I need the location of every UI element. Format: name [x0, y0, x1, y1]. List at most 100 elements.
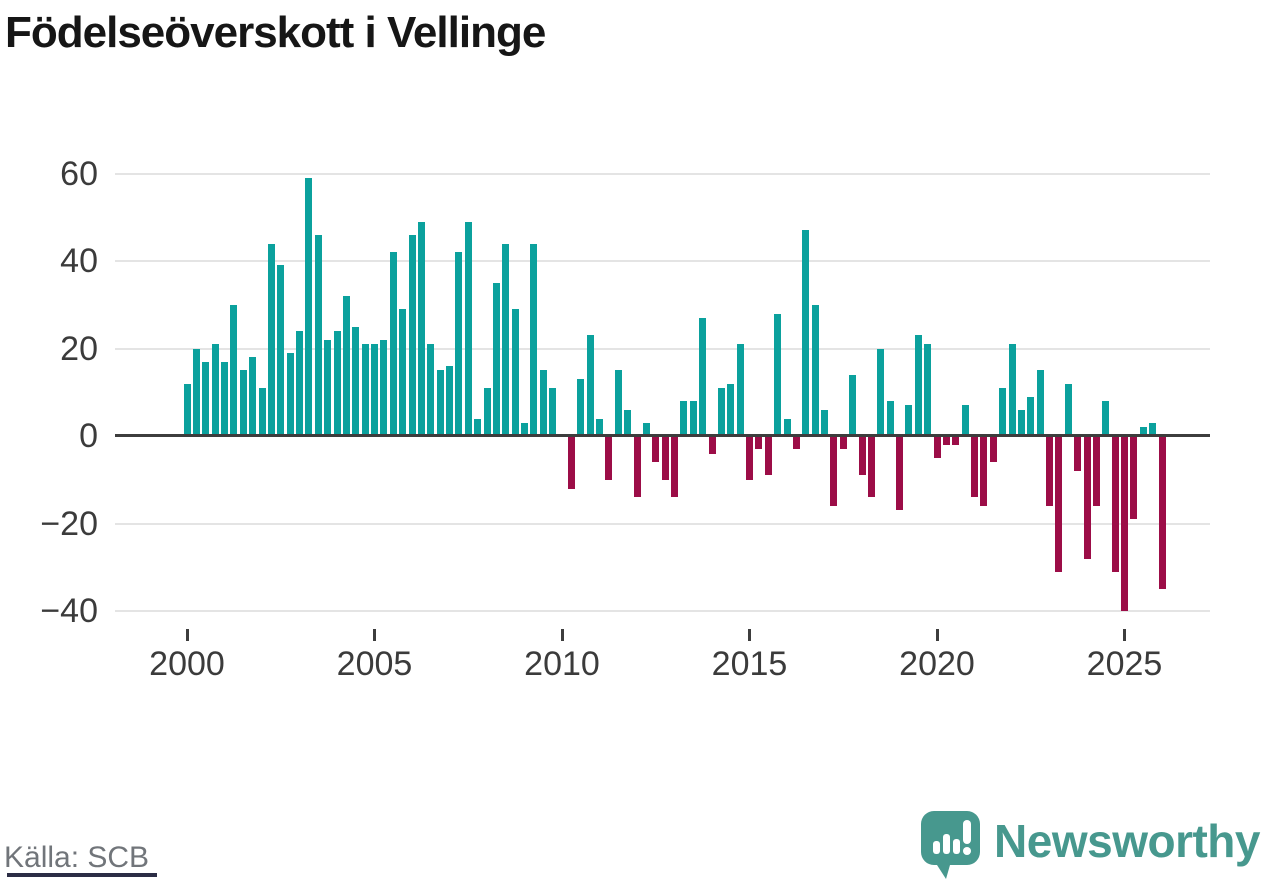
x-axis-label: 2015 [711, 645, 788, 683]
bar-negative [1083, 436, 1091, 559]
gridline [115, 172, 1210, 175]
gridline [115, 260, 1210, 262]
bar-positive [455, 252, 463, 436]
bar-positive [577, 379, 585, 436]
x-axis-tick [935, 629, 939, 641]
bar-positive [1036, 370, 1044, 436]
bar-positive [886, 401, 894, 436]
bar-positive [521, 422, 528, 436]
bar-positive [699, 317, 707, 436]
x-axis-tick [185, 629, 189, 641]
bar-negative [867, 436, 875, 498]
y-axis-label: 40 [60, 242, 98, 280]
bar-negative [980, 436, 988, 506]
x-axis-label: 2020 [899, 645, 975, 683]
bar-negative [989, 436, 997, 463]
bar-glyph-1 [933, 841, 941, 854]
bar-negative [1055, 436, 1063, 572]
bar-positive [624, 409, 632, 436]
x-axis-label: 2010 [524, 645, 600, 683]
brand-logo[interactable]: Newsworthy [920, 806, 1260, 879]
bar-positive [211, 344, 219, 436]
bar-negative [1092, 436, 1100, 506]
bar-positive [296, 331, 303, 436]
bar-positive [267, 243, 275, 436]
bar-positive [774, 313, 782, 436]
bar-negative [1158, 436, 1166, 590]
bar-positive [1064, 383, 1072, 436]
x-axis-label: 2000 [149, 645, 225, 683]
bar-negative [661, 436, 669, 480]
bar-negative [652, 436, 660, 463]
bar-negative [952, 436, 960, 445]
bar-positive [717, 387, 725, 436]
bar-positive [202, 361, 210, 436]
bar-positive [305, 177, 313, 436]
bar-positive [324, 339, 332, 436]
chart-title: Födelseöverskott i Vellinge [5, 8, 546, 57]
bar-positive [1017, 409, 1025, 436]
x-axis-tick [560, 629, 564, 641]
bar-negative [858, 436, 866, 476]
bar-positive [352, 326, 360, 436]
bar-positive [492, 282, 500, 436]
y-axis-label: −40 [40, 592, 98, 630]
bar-positive [474, 418, 482, 436]
bar-negative [567, 436, 575, 489]
bar-positive [389, 252, 397, 436]
bar-positive [436, 370, 444, 436]
bar-negative [671, 436, 678, 498]
x-axis-tick [373, 629, 376, 641]
bar-positive [1008, 344, 1016, 436]
newsworthy-icon [921, 811, 981, 879]
bar-positive [539, 370, 547, 436]
bar-positive [399, 309, 407, 436]
bar-positive [1102, 401, 1110, 436]
bar-positive [286, 352, 294, 436]
bar-positive [446, 366, 453, 436]
source-note: Källa: SCB [4, 841, 150, 874]
bar-positive [877, 348, 885, 436]
exclamation-dot-glyph [963, 847, 972, 855]
bar-positive [408, 234, 416, 436]
bar-negative [633, 436, 641, 498]
bar-positive [596, 418, 603, 436]
bar-positive [905, 405, 913, 436]
speech-bubble-shape [921, 811, 981, 879]
bar-positive [511, 309, 519, 436]
y-axis-label: 20 [60, 329, 98, 368]
bar-negative [764, 436, 772, 476]
bar-positive [849, 374, 857, 436]
bar-positive [361, 344, 369, 436]
bar-positive [342, 296, 350, 436]
bar-positive [530, 243, 538, 436]
bar-positive [380, 339, 388, 436]
bar-positive [680, 401, 688, 436]
bar-positive [249, 357, 257, 436]
bar-positive [924, 344, 932, 436]
bar-positive [464, 221, 472, 436]
x-axis-label: 2025 [1086, 645, 1163, 683]
bar-positive [258, 387, 266, 436]
bar-negative [746, 436, 753, 480]
gridline [115, 610, 1210, 612]
bar-positive [642, 422, 650, 436]
bar-positive [371, 344, 378, 436]
bar-glyph-3 [953, 839, 961, 854]
bar-positive [811, 304, 819, 436]
zero-baseline [115, 433, 1210, 437]
bar-negative [1121, 436, 1128, 611]
bar-positive [1027, 396, 1035, 436]
bar-positive [333, 331, 341, 436]
bar-positive [999, 387, 1007, 436]
bar-negative [942, 436, 950, 445]
bar-positive [783, 418, 791, 436]
bar-positive [586, 335, 594, 436]
bar-positive [277, 265, 285, 436]
exclamation-bar-glyph [963, 820, 972, 844]
bar-positive [427, 344, 435, 436]
bar-positive [914, 335, 922, 436]
bar-negative [971, 436, 978, 498]
bar-negative [755, 436, 763, 450]
brand-name: Newsworthy [994, 815, 1260, 867]
